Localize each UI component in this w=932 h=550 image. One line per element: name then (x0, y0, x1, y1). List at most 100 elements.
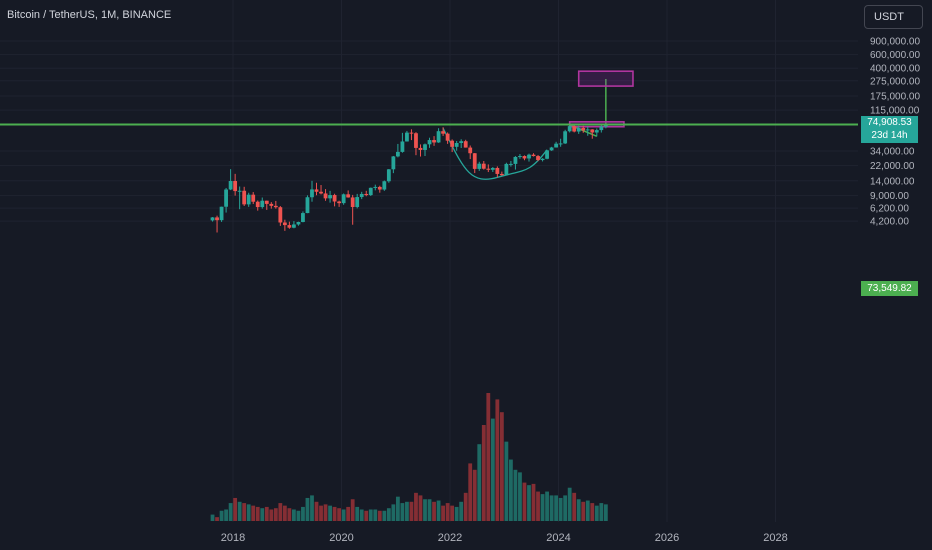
candle-body (296, 221, 301, 225)
candle-body (355, 197, 360, 207)
candle-body (368, 187, 373, 196)
volume-bar (219, 510, 224, 521)
y-tick-label: 4,200.00 (870, 217, 909, 228)
volume-bar (341, 509, 346, 521)
volume-bar (319, 505, 323, 521)
candle-body (414, 133, 418, 148)
candle-body (282, 222, 287, 226)
candle-body (328, 195, 332, 199)
volume-bar (549, 495, 554, 521)
candles[interactable] (210, 123, 608, 233)
candle-body (423, 144, 427, 150)
candle-body (603, 124, 608, 127)
candle-body (468, 147, 473, 154)
candle-body (504, 163, 509, 176)
candle-body (477, 163, 482, 169)
volume-bar (599, 503, 604, 521)
candle-body (531, 154, 536, 157)
volume-bar (373, 509, 378, 521)
volume-bar (323, 504, 328, 521)
candle-body (246, 194, 251, 205)
volume-bar (472, 469, 477, 521)
candle-body (242, 190, 247, 205)
candle-body (251, 194, 256, 202)
candle-body (594, 130, 599, 133)
line-price-badge: 73,549.82 (861, 281, 918, 296)
candle-body (472, 153, 477, 169)
y-tick-label: 600,000.00 (870, 50, 920, 61)
volume-bar (445, 503, 450, 521)
currency-button[interactable]: USDT (864, 5, 923, 29)
candle-body (359, 193, 364, 198)
candle-body (576, 127, 581, 132)
volume-bar (355, 506, 360, 521)
volume-bar (337, 508, 342, 521)
y-axis[interactable]: 900,000.00 600,000.00 400,000.00275,000.00… (870, 37, 920, 228)
volume-bar (590, 503, 595, 521)
countdown-badge: 23d 14h (861, 129, 918, 144)
cup-arc (442, 127, 548, 180)
y-tick-label: 22,000.00 (870, 161, 915, 172)
candle-body (278, 207, 283, 223)
volume-bar (518, 472, 522, 521)
candle-body (527, 154, 531, 159)
volume-bar (427, 499, 432, 521)
volume-bar (504, 441, 509, 521)
volume-bar (224, 509, 228, 521)
volume-bar (368, 509, 373, 521)
candle-body (386, 169, 391, 182)
volume-bar (481, 425, 486, 521)
y-tick-label: 9,000.00 (870, 191, 909, 202)
volume-bar (251, 505, 256, 521)
candle-body (540, 158, 545, 161)
candle-body (518, 156, 522, 158)
volume-bar (563, 495, 568, 521)
y-tick-label: 175,000.00 (870, 91, 920, 102)
volume-bar (242, 503, 247, 521)
volume-bar (377, 510, 382, 521)
volume-bar (391, 504, 396, 521)
volume-bar (282, 505, 287, 521)
volume-bar (233, 497, 238, 521)
volume-bar (328, 505, 332, 521)
candle-body (301, 213, 305, 222)
x-tick-label: 2020 (329, 532, 353, 544)
candle-body (224, 189, 228, 207)
candle-body (287, 225, 292, 228)
x-tick-label: 2024 (546, 532, 570, 544)
volume-bar (463, 492, 468, 521)
volume-bar (513, 469, 518, 521)
candle-body (405, 132, 409, 142)
volume-bar (255, 506, 260, 521)
candle-body (445, 133, 450, 141)
y-tick-label: 6,200.00 (870, 204, 909, 215)
candle-body (585, 129, 590, 131)
volume-bar (581, 501, 586, 521)
candle-body (269, 203, 274, 206)
y-tick-label: 14,000.00 (870, 176, 915, 187)
volume-bar (432, 501, 436, 521)
candle-body (314, 189, 319, 192)
candle-body (558, 143, 563, 145)
volume-bar (414, 492, 418, 521)
x-tick-label: 2026 (655, 532, 679, 544)
x-axis[interactable]: 2018 2020 2022 2024 2026 2028 (221, 532, 788, 544)
volume-bar (468, 463, 473, 521)
last-price-badge: 74,908.53 (861, 116, 918, 130)
volume-bar (246, 504, 251, 521)
candle-body (237, 190, 242, 192)
volume-bar (287, 508, 292, 521)
volume-bar (314, 501, 319, 521)
candle-body (486, 168, 491, 170)
candle-body (273, 205, 278, 208)
candle-body (454, 142, 459, 147)
y-tick-label: 900,000.00 (870, 37, 920, 48)
candle-body (581, 127, 586, 131)
candle-body (382, 181, 387, 190)
volume-bar (490, 418, 495, 521)
candle-body (350, 197, 355, 207)
volume-bars (210, 393, 608, 521)
volume-bar (436, 500, 441, 521)
chart-title: Bitcoin / TetherUS, 1M, BINANCE (7, 9, 172, 21)
